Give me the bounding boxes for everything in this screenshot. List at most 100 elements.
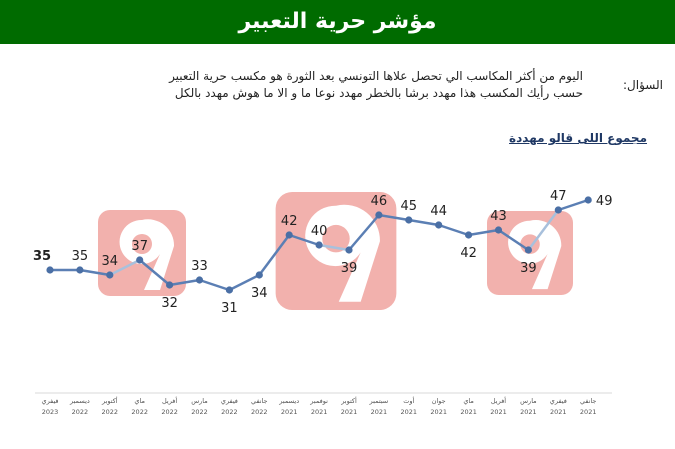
x-tick-label-month: ديسمبر	[278, 397, 299, 405]
x-tick-label-year: 2021	[341, 408, 358, 416]
x-tick-label-month: جانفي	[251, 397, 268, 405]
data-point	[345, 246, 353, 254]
x-tick-label-year: 2023	[42, 408, 59, 416]
data-point	[405, 216, 413, 224]
x-tick-label-month: مارس	[520, 397, 537, 405]
series-line-segment	[378, 213, 410, 222]
x-tick-label-year: 2022	[102, 408, 119, 416]
x-tick-label-month: ماي	[463, 397, 474, 405]
question-text: اليوم من أكثر المكاسب الي تحصل علاها الت…	[103, 68, 583, 102]
series-line-segment	[169, 278, 200, 287]
data-point	[195, 276, 204, 284]
data-point	[315, 241, 323, 249]
chart-title: مجموع اللى قالو مهددة	[509, 131, 647, 145]
series-line-segment	[468, 228, 499, 237]
x-tick-label-month: جوان	[432, 397, 446, 405]
x-tick-label-year: 2022	[161, 408, 178, 416]
data-label: 47	[550, 189, 567, 204]
data-point	[46, 266, 54, 274]
data-point	[554, 206, 562, 214]
x-tick-label-year: 2021	[550, 408, 567, 416]
data-label: 34	[102, 254, 119, 269]
x-tick-label-year: 2021	[430, 408, 447, 416]
x-tick-label-year: 2021	[311, 408, 328, 416]
data-point	[435, 221, 443, 229]
series-line-segment	[438, 223, 469, 237]
series-line-segment	[258, 234, 291, 276]
series-line-segment	[557, 198, 589, 212]
x-tick-label-year: 2022	[251, 408, 268, 416]
x-tick-label-month: نوفمبر	[309, 397, 328, 405]
x-tick-label-month: مارس	[191, 397, 208, 405]
data-point	[465, 231, 473, 239]
data-label: 31	[221, 301, 238, 316]
data-label: 33	[191, 259, 208, 274]
x-tick-label-year: 2022	[191, 408, 208, 416]
series-line-segment	[79, 268, 111, 277]
data-point	[375, 211, 383, 219]
series-line-segment	[497, 228, 530, 252]
x-tick-label-month: جانفي	[580, 397, 597, 405]
x-tick-label-year: 2021	[580, 408, 597, 416]
data-point	[255, 271, 263, 279]
data-point	[285, 231, 293, 239]
data-label: 44	[430, 204, 447, 219]
question-line-1: اليوم من أكثر المكاسب الي تحصل علاها الت…	[169, 69, 583, 83]
x-tick-label-year: 2021	[371, 408, 388, 416]
question-line-2: حسب رأيك المكسب هذا مهدد برشا بالخطر مهد…	[174, 86, 583, 100]
question-label: السؤال:	[623, 78, 663, 92]
x-tick-label-month: فيفري	[550, 397, 567, 405]
x-tick-label-year: 2022	[221, 408, 238, 416]
series-line-segment	[199, 278, 230, 292]
data-point	[76, 266, 84, 274]
x-tick-label-year: 2021	[401, 408, 418, 416]
data-point	[106, 271, 114, 279]
line-chart: 35 35 34 37 32 33 31 34 42 40 39 46 45 44 42 43 39 47 49 في…	[33, 189, 613, 416]
data-label: 49	[596, 194, 613, 209]
chart-area: 35 35 34 37 32 33 31 34 42 40 39 46 45 44 42 43 39 47 49 في…	[0, 150, 675, 449]
series-line-segment	[138, 259, 171, 286]
data-label: 42	[281, 214, 298, 229]
data-label: 35	[72, 249, 89, 264]
x-tick-label-month: أوت	[403, 396, 414, 405]
x-tick-label-year: 2022	[131, 408, 148, 416]
data-label: 46	[371, 194, 388, 209]
x-tick-label-month: ديسمبر	[69, 397, 90, 405]
x-tick-label-year: 2021	[490, 408, 507, 416]
series-line-segment	[109, 258, 141, 277]
header-bar	[0, 0, 675, 44]
x-tick-label-month: أكتوبر	[340, 396, 357, 405]
x-tick-label-month: أكتوبر	[101, 396, 118, 405]
data-label: 42	[460, 246, 477, 261]
series-line-segment	[318, 243, 350, 252]
data-label: 43	[490, 209, 507, 224]
data-point	[524, 246, 533, 254]
data-label: 39	[520, 261, 537, 276]
data-label: 37	[131, 239, 148, 254]
x-tick-label-year: 2021	[460, 408, 477, 416]
data-point	[584, 196, 592, 204]
x-tick-label-month: ماي	[134, 397, 145, 405]
data-point	[136, 256, 144, 264]
x-tick-label-month: سبتمبر	[369, 397, 389, 405]
data-label: 39	[341, 261, 358, 276]
data-point	[166, 281, 174, 289]
data-label: 35	[33, 249, 51, 264]
x-tick-label-year: 2022	[72, 408, 89, 416]
x-tick-label-year: 2021	[520, 408, 537, 416]
x-tick-label-month: فيفري	[221, 397, 238, 405]
x-tick-label-month: أفريل	[491, 396, 506, 405]
data-label: 45	[401, 199, 418, 214]
series-line-segment	[288, 233, 320, 247]
series-line-segment	[228, 273, 260, 292]
x-tick-label-month: أفريل	[162, 396, 177, 405]
series-line-segment	[348, 214, 380, 251]
x-tick-label-month: فيفري	[41, 397, 58, 405]
series-line-segment	[408, 218, 439, 227]
data-point	[225, 286, 233, 294]
logo-9-icon	[275, 192, 397, 310]
data-label: 40	[311, 224, 328, 239]
page-title: مؤشر حرية التعبير	[238, 9, 437, 34]
data-point	[494, 226, 503, 234]
data-label: 32	[161, 296, 178, 311]
